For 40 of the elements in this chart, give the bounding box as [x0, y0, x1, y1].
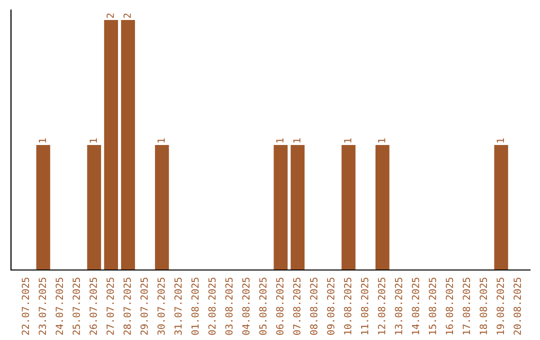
- data-label: 1: [38, 138, 46, 142]
- x-tick-label: 13.08.2025: [394, 278, 402, 334]
- x-tick-label: 12.08.2025: [378, 278, 386, 334]
- x-tick-label: 25.07.2025: [72, 278, 80, 335]
- data-label: 1: [158, 138, 165, 142]
- x-tick-label: 07.08.2025: [293, 278, 300, 335]
- x-tick-label: 01.08.2025: [191, 278, 199, 335]
- x-tick-label: 16.08.2025: [446, 278, 454, 334]
- x-tick-label: 08.08.2025: [310, 278, 318, 335]
- data-label: 1: [378, 138, 386, 142]
- data-label: 2: [124, 14, 131, 18]
- x-tick-label: 31.07.2025: [174, 278, 182, 335]
- x-tick-label: 30.07.2025: [157, 278, 165, 335]
- data-label: 1: [276, 138, 284, 142]
- x-tick-label: 11.08.2025: [360, 278, 368, 334]
- x-tick-label: 20.08.2025: [514, 278, 521, 335]
- x-tick-label: 03.08.2025: [225, 278, 233, 335]
- x-tick-label: 05.08.2025: [259, 278, 267, 335]
- x-tick-label: 23.07.2025: [38, 278, 46, 335]
- x-tick-label: 28.07.2025: [124, 278, 131, 335]
- x-tick-label: 15.08.2025: [428, 278, 436, 334]
- data-label: 1: [344, 138, 352, 142]
- x-tick-label: 09.08.2025: [327, 278, 334, 335]
- data-label: 1: [293, 138, 300, 142]
- x-tick-label: 14.08.2025: [412, 278, 420, 334]
- data-label: 1: [496, 138, 504, 142]
- x-tick-label: 27.07.2025: [106, 278, 114, 335]
- x-tick-label: 22.07.2025: [22, 278, 30, 335]
- data-label: 2: [106, 14, 114, 18]
- x-tick-label: 06.08.2025: [276, 278, 284, 335]
- x-tick-label: 10.08.2025: [344, 278, 352, 334]
- data-label: 1: [90, 138, 97, 142]
- x-tick-label: 24.07.2025: [56, 278, 64, 335]
- x-tick-label: 29.07.2025: [140, 278, 148, 335]
- x-tick-label: 18.08.2025: [480, 278, 488, 334]
- x-tick-label: 17.08.2025: [462, 278, 470, 334]
- x-tick-label: 19.08.2025: [496, 278, 504, 334]
- x-tick-label: 04.08.2025: [242, 278, 250, 335]
- x-tick-label: 26.07.2025: [90, 278, 97, 335]
- x-tick-label: 02.08.2025: [208, 278, 216, 335]
